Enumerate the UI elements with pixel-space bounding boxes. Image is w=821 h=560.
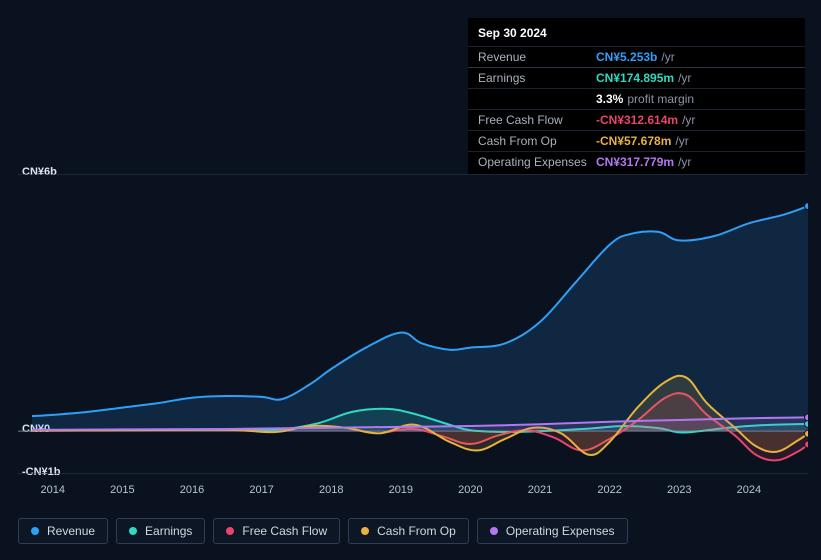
x-axis-tick-label: 2022 [597, 484, 621, 496]
legend-swatch-icon [226, 527, 234, 535]
legend-item-earnings[interactable]: Earnings [116, 518, 205, 544]
tooltip-row-unit: profit margin [627, 92, 694, 106]
tooltip-row-label: Cash From Op [478, 134, 596, 148]
tooltip-row: 3.3% profit margin [468, 88, 805, 109]
tooltip-row: Cash From Op-CN¥57.678m/yr [468, 130, 805, 151]
legend-swatch-icon [129, 527, 137, 535]
legend-label: Earnings [145, 524, 192, 538]
x-axis-tick-label: 2023 [667, 484, 691, 496]
legend-item-revenue[interactable]: Revenue [18, 518, 108, 544]
tooltip-row-unit: /yr [675, 134, 688, 148]
tooltip-row-value: CN¥174.895m [596, 71, 674, 85]
tooltip-row-value: CN¥5.253b [596, 50, 657, 64]
tooltip-row-value: 3.3% [596, 92, 623, 106]
tooltip-row-label [478, 92, 596, 106]
tooltip-row-unit: /yr [661, 50, 674, 64]
x-axis-tick-label: 2015 [110, 484, 134, 496]
x-axis-tick-label: 2021 [528, 484, 552, 496]
data-tooltip: Sep 30 2024 RevenueCN¥5.253b/yrEarningsC… [468, 18, 805, 174]
tooltip-row-label: Earnings [478, 71, 596, 85]
tooltip-row: RevenueCN¥5.253b/yr [468, 46, 805, 67]
tooltip-rows: RevenueCN¥5.253b/yrEarningsCN¥174.895m/y… [468, 46, 805, 172]
legend-label: Operating Expenses [506, 524, 615, 538]
x-axis-tick-label: 2018 [319, 484, 343, 496]
series-end-dot [805, 430, 809, 437]
series-end-dot [805, 203, 809, 210]
tooltip-row-label: Free Cash Flow [478, 113, 596, 127]
legend-swatch-icon [490, 527, 498, 535]
legend-label: Free Cash Flow [242, 524, 327, 538]
x-axis-tick-label: 2024 [737, 484, 761, 496]
series-end-dot [805, 414, 809, 421]
plot-region[interactable] [18, 174, 808, 474]
tooltip-row-unit: /yr [678, 71, 691, 85]
tooltip-row: EarningsCN¥174.895m/yr [468, 67, 805, 88]
tooltip-row-value: -CN¥57.678m [596, 134, 671, 148]
legend-label: Revenue [47, 524, 95, 538]
legend-swatch-icon [361, 527, 369, 535]
x-axis-tick-label: 2014 [41, 484, 65, 496]
legend-item-operating-expenses[interactable]: Operating Expenses [477, 518, 628, 544]
tooltip-row-value: -CN¥312.614m [596, 113, 678, 127]
tooltip-row-label: Revenue [478, 50, 596, 64]
chart-area: CN¥6bCN¥0-CN¥1b [18, 160, 808, 480]
x-axis-tick-label: 2020 [458, 484, 482, 496]
legend: Revenue Earnings Free Cash Flow Cash From O… [18, 518, 628, 544]
tooltip-row: Free Cash Flow-CN¥312.614m/yr [468, 109, 805, 130]
legend-label: Cash From Op [377, 524, 456, 538]
series-end-dot [805, 441, 809, 448]
x-axis-labels: 2014 2015 2016 2017 2018 2019 2020 2021 2022 2023… [18, 484, 808, 502]
legend-item-free-cash-flow[interactable]: Free Cash Flow [213, 518, 340, 544]
legend-item-cash-from-op[interactable]: Cash From Op [348, 518, 469, 544]
x-axis-tick-label: 2017 [249, 484, 273, 496]
chart-svg [18, 174, 808, 474]
tooltip-row-unit: /yr [682, 113, 695, 127]
tooltip-date: Sep 30 2024 [468, 24, 805, 46]
legend-swatch-icon [31, 527, 39, 535]
x-axis-tick-label: 2016 [180, 484, 204, 496]
x-axis-tick-label: 2019 [389, 484, 413, 496]
chart-container: Sep 30 2024 RevenueCN¥5.253b/yrEarningsC… [0, 0, 821, 560]
